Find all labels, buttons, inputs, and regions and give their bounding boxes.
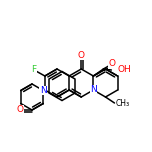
Text: OH: OH (117, 66, 131, 74)
Text: F: F (31, 66, 36, 74)
Text: N: N (90, 85, 97, 95)
Text: CH₃: CH₃ (116, 98, 130, 107)
Text: O: O (17, 105, 24, 114)
Text: N: N (40, 86, 47, 95)
Text: O: O (78, 50, 85, 59)
Text: O: O (109, 59, 116, 69)
